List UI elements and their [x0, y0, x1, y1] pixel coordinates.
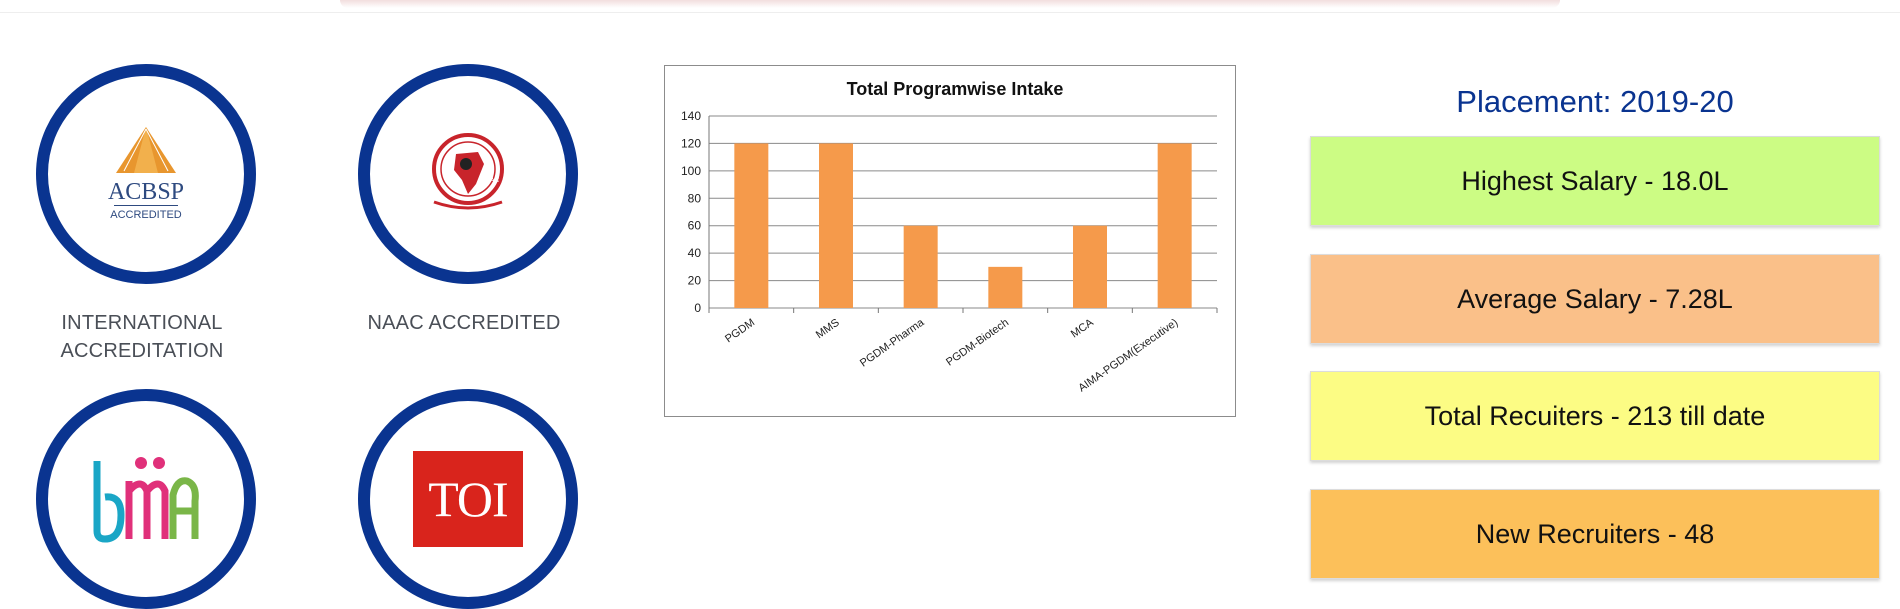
acbsp-badge[interactable]: ACBSP ACCREDITED — [36, 64, 256, 284]
y-tick-label: 120 — [681, 136, 701, 150]
new-recruiters-card: New Recruiters - 48 — [1310, 489, 1880, 579]
chart-svg: Total Programwise Intake 0 20 40 60 80 100 120… — [681, 79, 1218, 394]
total-recruiters-text: Total Recuiters - 213 till date — [1424, 400, 1766, 431]
naac-badge[interactable]: NAAC — [358, 64, 578, 284]
y-tick-label: 80 — [688, 191, 702, 205]
chart-title: Total Programwise Intake — [847, 79, 1064, 99]
bar-pgdm-pharma — [903, 225, 938, 308]
bar-mms — [819, 143, 853, 308]
acbsp-logo: ACBSP ACCREDITED — [108, 127, 184, 221]
top-banner-edge — [340, 0, 1560, 8]
highest-salary-card: Highest Salary - 18.0L — [1310, 136, 1880, 226]
international-accreditation-label: INTERNATIONAL ACCREDITATION — [60, 312, 224, 362]
programwise-intake-chart: Total Programwise Intake 0 20 40 60 80 100 120… — [664, 65, 1236, 417]
x-tick-label: PGDM — [723, 317, 757, 346]
chart-grid — [709, 115, 1217, 309]
top-divider — [0, 12, 1900, 13]
svg-text:ACCREDITED: ACCREDITED — [110, 209, 182, 221]
average-salary-card: Average Salary - 7.28L — [1310, 254, 1880, 344]
y-tick-label: 40 — [688, 246, 702, 260]
toi-logo-text: TOI — [428, 471, 508, 527]
toi-logo: TOI — [413, 451, 523, 547]
svg-text:NAAC: NAAC — [480, 177, 499, 184]
naac-seal-logo: NAAC — [432, 133, 504, 210]
y-tick-label: 60 — [688, 219, 702, 233]
x-tick-label: PGDM-Biotech — [944, 317, 1011, 369]
new-recruiters-text: New Recruiters - 48 — [1475, 518, 1715, 549]
y-tick-label: 0 — [694, 301, 701, 315]
x-tick-label: MMS — [814, 317, 842, 342]
bar-pgdm — [734, 143, 769, 308]
total-recruiters-card: Total Recuiters - 213 till date — [1310, 371, 1880, 461]
y-tick-label: 140 — [681, 109, 701, 123]
bar-aima-pgdm-executive- — [1157, 143, 1192, 308]
placement-title: Placement: 2019-20 — [1456, 84, 1734, 119]
bma-logo — [93, 457, 199, 543]
svg-text:ACBSP: ACBSP — [108, 179, 184, 205]
bma-badge[interactable] — [36, 389, 256, 609]
x-tick-label: PGDM-Pharma — [858, 316, 927, 369]
y-tick-label: 20 — [688, 274, 702, 288]
toi-badge[interactable]: TOI — [358, 389, 578, 609]
average-salary-text: Average Salary - 7.28L — [1457, 283, 1733, 314]
highest-salary-text: Highest Salary - 18.0L — [1461, 165, 1729, 196]
x-tick-label: MCA — [1069, 316, 1096, 340]
bar-mca — [1073, 225, 1107, 308]
bar-pgdm-biotech — [988, 266, 1023, 308]
naac-accredited-label: NAAC ACCREDITED — [367, 312, 561, 334]
chart-bars — [734, 143, 1192, 308]
y-tick-label: 100 — [681, 164, 701, 178]
